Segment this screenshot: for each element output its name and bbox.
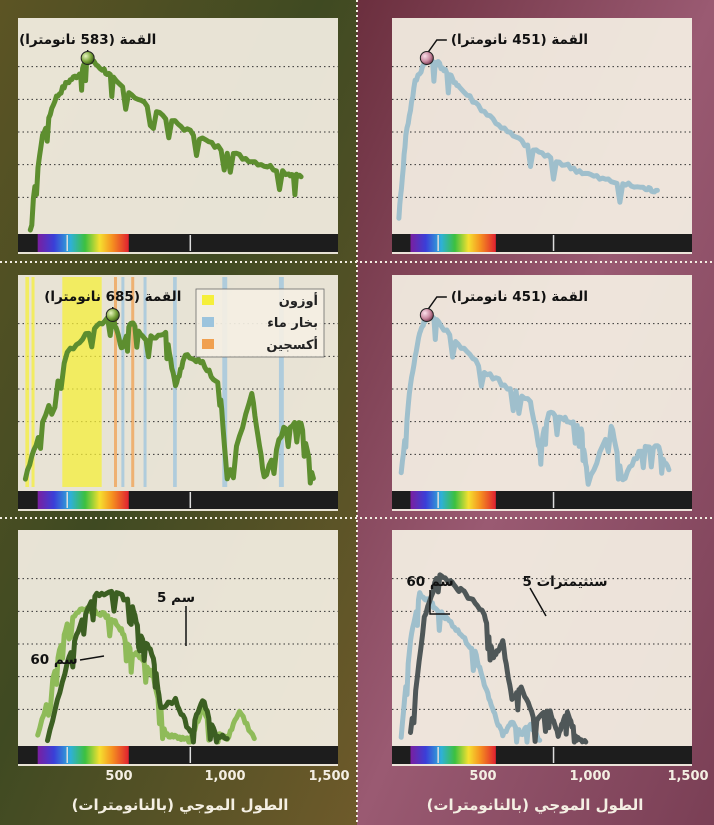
chart-panel-bottom-right: 5 سنتيمترات 60 سم	[392, 530, 692, 766]
series-line-bottom-right-0	[398, 590, 543, 745]
x-tick-left-1000: 1,000	[204, 769, 245, 784]
panel-background-top-left	[18, 18, 338, 254]
absorption-band-0	[25, 277, 30, 487]
panel-background-bottom-left	[18, 530, 338, 766]
chart-panel-bottom-left: 5 سم 60 سم	[18, 530, 338, 766]
legend-swatch-water-vapor	[202, 317, 214, 327]
peak-marker-middle-right	[419, 308, 434, 322]
series-line-top-left-0	[27, 56, 304, 233]
visible-spectrum-top-right	[410, 234, 496, 252]
absorption-band-8	[222, 277, 228, 487]
series-label-bottom-right-1: 60 سم	[406, 574, 453, 590]
visible-spectrum-middle-left	[37, 491, 129, 509]
absorption-band-5	[121, 277, 125, 487]
absorption-band-1	[31, 277, 35, 487]
x-tick-left-1500: 1,500	[308, 769, 349, 784]
peak-leader-top-right	[426, 39, 447, 55]
series-label-bottom-left-1: 60 سم	[30, 652, 77, 668]
legend-label-ozone: أوزون	[279, 292, 318, 309]
series-label-bottom-left-0: 5 سم	[157, 590, 195, 606]
panel-background-middle-right	[392, 275, 692, 511]
series-leader-bottom-left-1	[79, 655, 105, 661]
panel-background-top-right	[392, 18, 692, 254]
visible-spectrum-top-left	[37, 234, 129, 252]
chart-panel-top-right: القمة (451 نانومترا)	[392, 18, 692, 254]
legend-swatch-oxygen	[202, 339, 214, 349]
peak-marker-top-left	[80, 51, 95, 65]
x-axis-left: 500 1,000 1,500 الطول الموجي (بالنانومتر…	[72, 769, 350, 814]
chart-panel-top-left: القمة (583 نانومترا)	[18, 18, 338, 254]
series-line-top-right-0	[396, 54, 660, 221]
legend-box	[195, 288, 325, 358]
x-tick-right-1500: 1,500	[667, 769, 708, 784]
absorption-band-3	[114, 277, 117, 487]
x-tick-left-500: 500	[105, 769, 132, 784]
absorption-band-4	[131, 277, 135, 487]
series-line-bottom-left-1	[45, 588, 230, 745]
series-leader-bottom-right-1	[429, 590, 450, 615]
legend-label-oxygen: أكسجين	[266, 336, 318, 353]
x-axis-right: 500 1,000 1,500 الطول الموجي (بالنانومتر…	[427, 769, 709, 814]
peak-annotation-middle-left: القمة (685 نانومترا)	[44, 289, 181, 305]
absorption-band-2	[62, 277, 102, 487]
x-tick-right-500: 500	[469, 769, 496, 784]
absorption-band-9	[278, 277, 284, 487]
legend-label-water-vapor: بخار ماء	[267, 316, 318, 331]
series-label-bottom-right-0: 5 سنتيمترات	[522, 574, 607, 590]
legend: أوزون بخار ماء أكسجين	[195, 288, 325, 358]
peak-annotation-middle-right: القمة (451 نانومترا)	[451, 289, 588, 305]
x-tick-right-1000: 1,000	[569, 769, 610, 784]
absorption-band-6	[143, 277, 147, 487]
visible-spectrum-middle-right	[410, 491, 496, 509]
chart-panel-middle-right: القمة (451 نانومترا)	[392, 275, 692, 511]
series-line-middle-left-0	[22, 313, 316, 486]
chart-panel-middle-left: القمة (685 نانومترا)	[18, 275, 338, 511]
peak-marker-middle-left	[105, 308, 120, 322]
x-axis-label-left: الطول الموجي (بالنانومترات)	[72, 796, 289, 814]
series-leader-bottom-right-0	[529, 587, 547, 617]
legend-swatch-ozone	[202, 295, 214, 305]
peak-marker-top-right	[419, 51, 434, 65]
visible-spectrum-bottom-right	[410, 746, 496, 764]
series-line-bottom-right-1	[408, 572, 589, 745]
peak-annotation-top-right: القمة (451 نانومترا)	[451, 32, 588, 48]
peak-leader-middle-right	[426, 296, 447, 312]
panel-background-bottom-right	[392, 530, 692, 766]
x-axis-label-right: الطول الموجي (بالنانومترات)	[427, 796, 644, 814]
peak-annotation-top-left: القمة (583 نانومترا)	[19, 32, 156, 48]
visible-spectrum-bottom-left	[37, 746, 129, 764]
